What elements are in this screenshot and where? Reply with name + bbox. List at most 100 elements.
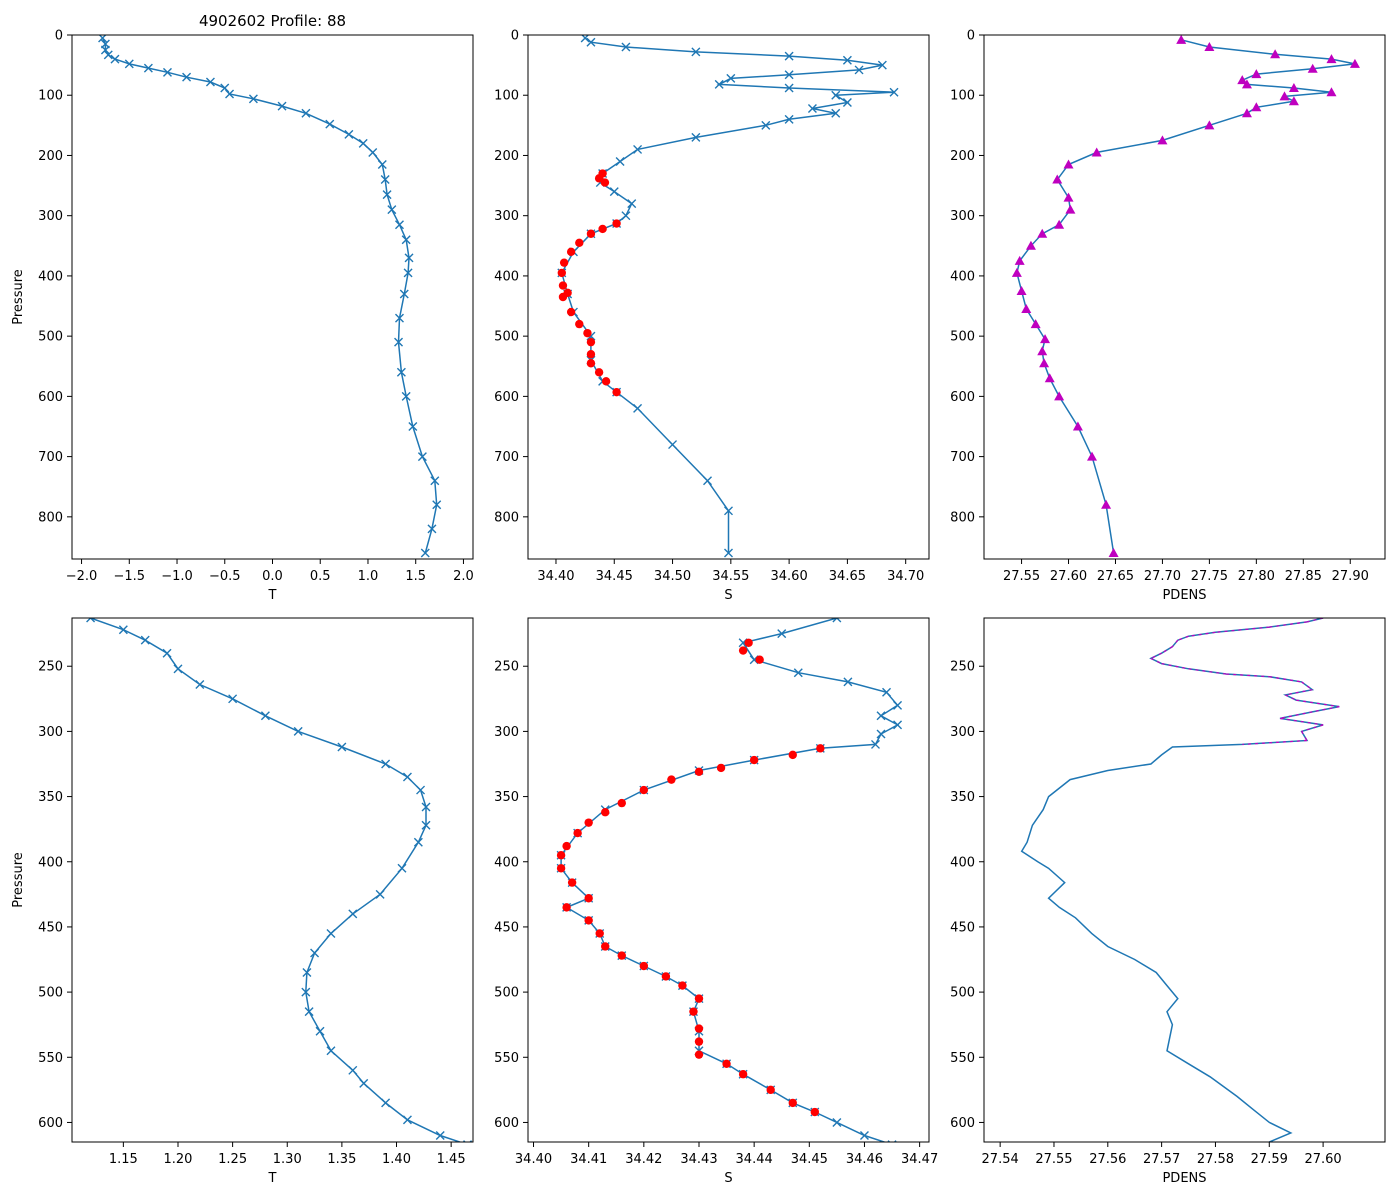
series-line bbox=[101, 37, 438, 554]
data-point bbox=[348, 909, 358, 919]
data-point bbox=[397, 863, 407, 873]
data-point bbox=[293, 726, 303, 736]
x-tick-label: 27.90 bbox=[1332, 569, 1369, 584]
x-tick-label: −1.0 bbox=[161, 569, 193, 584]
y-axis: 250 300 350 400 450 500 550 600 Pressure bbox=[11, 660, 72, 1131]
flagged-point bbox=[694, 994, 704, 1003]
data-point bbox=[427, 524, 437, 534]
data-point bbox=[248, 94, 258, 104]
series-s-flagged bbox=[557, 169, 621, 397]
x-tick-label: 27.55 bbox=[1003, 569, 1040, 584]
data-point bbox=[703, 476, 713, 486]
x-tick-label: 34.42 bbox=[625, 1152, 662, 1167]
data-point bbox=[375, 889, 385, 899]
x-tick-label: 0.5 bbox=[310, 569, 331, 584]
data-point bbox=[432, 500, 442, 510]
subplot-grid: −2.0 −1.5 −1.0 −0.5 0.0 0.5 1.0 1.5 2.0T01002003… bbox=[11, 12, 1386, 1186]
y-tick-label: 400 bbox=[494, 269, 519, 284]
data-point bbox=[302, 968, 312, 978]
data-point bbox=[143, 63, 153, 73]
x-tick-label: 34.43 bbox=[680, 1152, 717, 1167]
y-tick-label: 500 bbox=[38, 330, 63, 345]
y-tick-label: 800 bbox=[494, 510, 519, 525]
axes-frame bbox=[983, 617, 1386, 1143]
data-point bbox=[304, 1007, 314, 1017]
x-tick-label: 27.56 bbox=[1089, 1152, 1126, 1167]
flagged-segment bbox=[1150, 657, 1162, 665]
data-point bbox=[1030, 319, 1041, 329]
flagged-point bbox=[617, 798, 626, 808]
data-point bbox=[124, 59, 134, 69]
data-point bbox=[1025, 240, 1036, 250]
flagged-point bbox=[558, 292, 568, 302]
data-point bbox=[348, 1065, 358, 1075]
flagged-point bbox=[584, 894, 593, 903]
y-tick-label: 350 bbox=[950, 790, 975, 805]
x-tick-label: 1.20 bbox=[164, 1152, 193, 1167]
data-point bbox=[195, 679, 205, 689]
data-point bbox=[633, 144, 643, 154]
data-point bbox=[1086, 451, 1097, 461]
x-axis: 27.55 27.60 27.65 27.70 27.75 27.80 27.85 27.90… bbox=[1003, 559, 1369, 603]
x-tick-label: 27.65 bbox=[1097, 569, 1134, 584]
data-point bbox=[1065, 204, 1076, 214]
data-point bbox=[220, 83, 230, 93]
data-point bbox=[368, 147, 378, 157]
x-tick-label: 1.25 bbox=[218, 1152, 247, 1167]
flagged-point bbox=[612, 387, 621, 397]
y-axis-label: Pressure bbox=[11, 269, 26, 325]
series-s-flagged bbox=[556, 638, 825, 1117]
subplot-top-density: 27.55 27.60 27.65 27.70 27.75 27.80 27.85 27.90… bbox=[950, 29, 1386, 603]
data-point bbox=[326, 1046, 336, 1056]
data-point bbox=[205, 77, 215, 87]
x-tick-label: 27.85 bbox=[1285, 569, 1322, 584]
x-tick-label: 2.0 bbox=[453, 569, 474, 584]
flagged-segment bbox=[1226, 673, 1270, 678]
flagged-point bbox=[598, 224, 607, 234]
data-point bbox=[416, 785, 426, 795]
data-point bbox=[381, 759, 391, 769]
y-tick-label: 300 bbox=[494, 725, 519, 740]
plot-area bbox=[556, 618, 903, 1142]
series-line bbox=[1020, 618, 1340, 1142]
subplot-bottom-salinity: 34.40 34.41 34.42 34.43 34.44 34.45 34.46 34.47… bbox=[494, 617, 938, 1186]
flagged-point bbox=[583, 328, 592, 338]
x-tick-label: 27.60 bbox=[1050, 569, 1087, 584]
x-tick-label: 27.59 bbox=[1251, 1152, 1288, 1167]
data-point bbox=[435, 1130, 445, 1140]
data-point bbox=[380, 175, 390, 185]
data-point bbox=[893, 720, 903, 730]
y-tick-label: 250 bbox=[950, 660, 975, 675]
data-point bbox=[310, 948, 320, 958]
flagged-point bbox=[575, 319, 584, 329]
data-point bbox=[417, 452, 427, 462]
data-point bbox=[609, 187, 619, 197]
data-point bbox=[1039, 358, 1050, 368]
x-axis-label: S bbox=[724, 1171, 732, 1186]
y-tick-label: 200 bbox=[38, 149, 63, 164]
data-point bbox=[118, 625, 128, 635]
data-point bbox=[399, 289, 409, 299]
y-tick-label: 300 bbox=[38, 209, 63, 224]
data-point bbox=[784, 51, 794, 61]
y-tick-label: 600 bbox=[950, 390, 975, 405]
flagged-segment bbox=[1279, 711, 1313, 719]
y-tick-label: 300 bbox=[494, 209, 519, 224]
flagged-point bbox=[678, 981, 687, 990]
flagged-point bbox=[586, 350, 596, 359]
y-axis-label: Pressure bbox=[11, 852, 26, 908]
data-point bbox=[876, 729, 886, 739]
series-pdens bbox=[1011, 35, 1360, 557]
data-point bbox=[777, 629, 787, 639]
x-tick-label: 34.45 bbox=[791, 1152, 828, 1167]
x-tick-label: −2.0 bbox=[66, 569, 98, 584]
x-tick-label: 34.46 bbox=[846, 1152, 883, 1167]
y-axis: 0 100 200 300 400 500 600 700 800 Pressure bbox=[11, 29, 72, 525]
flagged-segment bbox=[1301, 731, 1308, 741]
flagged-point bbox=[559, 258, 569, 267]
data-point bbox=[724, 506, 733, 516]
flagged-segment bbox=[1161, 646, 1173, 654]
data-point bbox=[1270, 49, 1281, 59]
data-point bbox=[430, 476, 440, 486]
